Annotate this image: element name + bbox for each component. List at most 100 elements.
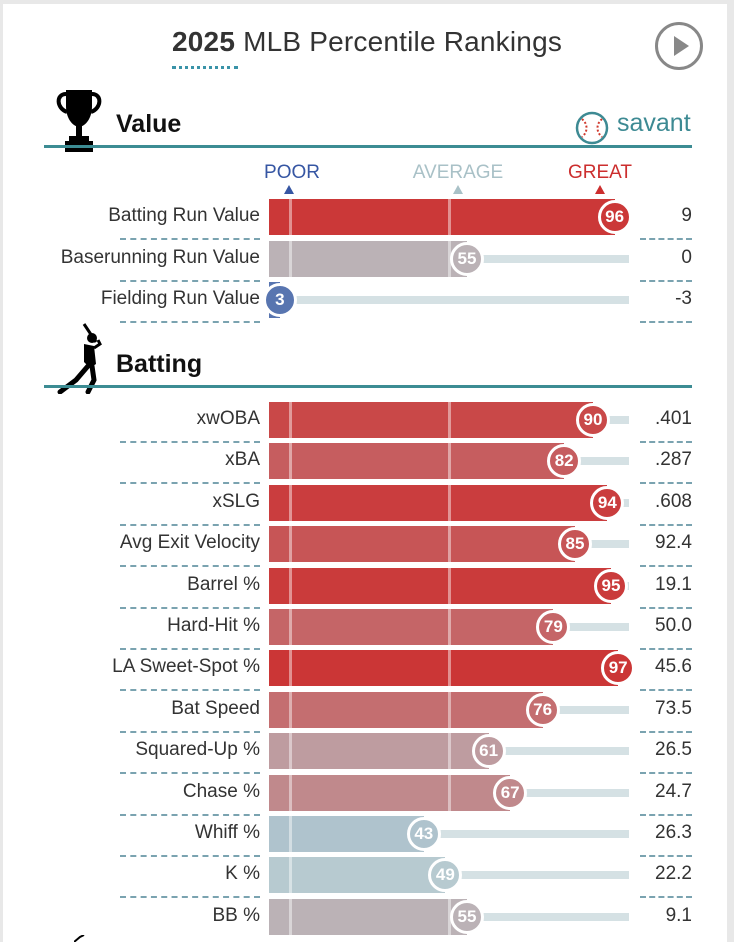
bar-track-baserunning-run-value	[467, 254, 629, 263]
frame-right	[727, 0, 734, 942]
metric-label-barrel: Barrel %	[187, 573, 260, 595]
percentile-badge-xwoba[interactable]: 90	[576, 403, 610, 437]
bar-squared-up[interactable]	[269, 733, 489, 770]
bar-whiff[interactable]	[269, 816, 424, 852]
value-divider-chase	[640, 813, 692, 816]
bar-track-k	[445, 871, 629, 880]
percentile-badge-bat-speed[interactable]: 76	[525, 692, 560, 727]
value-divider-bat-speed	[640, 730, 692, 733]
percentile-badge-baserunning-run-value[interactable]: 55	[450, 241, 484, 276]
percentile-badge-k[interactable]: 49	[428, 858, 463, 893]
row-divider-barrel	[120, 606, 260, 609]
gridline-chase-0	[289, 774, 292, 811]
bar-xwoba[interactable]	[269, 402, 593, 438]
value-divider-xwoba	[640, 441, 692, 443]
row-divider-whiff	[120, 855, 260, 857]
title-dropdown-indicator[interactable]	[172, 66, 238, 69]
percentile-badge-squared-up[interactable]: 61	[471, 734, 506, 769]
percentile-badge-chase[interactable]: 67	[493, 775, 528, 810]
scale-label-average: AVERAGE	[412, 162, 504, 183]
stat-value-xba: .287	[655, 449, 692, 471]
section-rule-value	[44, 145, 692, 148]
row-divider-xwoba	[120, 441, 260, 443]
bar-bb[interactable]	[269, 898, 467, 935]
stat-value-avg-exit-velocity: 92.4	[655, 532, 692, 554]
gridline-baserunning-run-value-0	[289, 240, 292, 277]
percentile-badge-bb[interactable]: 55	[450, 899, 484, 934]
stat-value-barrel: 19.1	[655, 573, 692, 595]
bar-chase[interactable]	[269, 774, 511, 811]
value-divider-hard-hit	[640, 648, 692, 650]
stat-value-bat-speed: 73.5	[655, 697, 692, 719]
poor-arrow-icon	[284, 185, 294, 194]
row-divider-xslg	[120, 523, 260, 526]
value-divider-fielding-run-value	[640, 321, 692, 323]
gridline-barrel-0	[289, 567, 292, 604]
stat-value-k: 22.2	[655, 863, 692, 885]
percentile-badge-la-sweet-spot[interactable]: 97	[601, 651, 636, 686]
metric-label-xwoba: xwOBA	[196, 408, 260, 429]
gridline-xba-1	[448, 443, 451, 480]
row-divider-xba	[120, 482, 260, 485]
percentile-badge-hard-hit[interactable]: 79	[536, 610, 571, 644]
bar-avg-exit-velocity[interactable]	[269, 526, 575, 563]
metric-label-baserunning-run-value: Baserunning Run Value	[60, 246, 260, 268]
gridline-la-sweet-spot-0	[289, 650, 292, 687]
great-arrow-icon	[595, 185, 605, 194]
value-divider-batting-run-value	[640, 238, 692, 240]
bar-la-sweet-spot[interactable]	[269, 650, 619, 687]
percentile-badge-barrel[interactable]: 95	[594, 568, 628, 603]
gridline-xba-0	[289, 443, 292, 480]
metric-label-bat-speed: Bat Speed	[171, 697, 260, 719]
stat-value-chase: 24.7	[655, 780, 692, 802]
bar-xba[interactable]	[269, 443, 565, 480]
stat-value-squared-up: 26.5	[655, 739, 692, 761]
gridline-baserunning-run-value-1	[448, 240, 451, 277]
row-divider-squared-up	[120, 772, 260, 775]
stat-value-fielding-run-value: -3	[675, 288, 692, 309]
gridline-hard-hit-1	[448, 609, 451, 645]
bar-track-avg-exit-velocity	[575, 540, 629, 549]
stat-value-baserunning-run-value: 0	[681, 246, 692, 268]
row-divider-baserunning-run-value	[120, 279, 260, 282]
bar-hard-hit[interactable]	[269, 609, 554, 645]
frame-top	[0, 0, 734, 4]
stat-value-bb: 9.1	[665, 904, 692, 926]
value-divider-avg-exit-velocity	[640, 565, 692, 568]
gridline-chase-1	[448, 774, 451, 811]
percentile-badge-fielding-run-value[interactable]: 3	[262, 283, 297, 317]
trophy-icon	[56, 90, 102, 152]
gridline-k-0	[289, 857, 292, 894]
bar-bat-speed[interactable]	[269, 691, 543, 728]
bar-batting-run-value[interactable]	[269, 199, 615, 235]
bar-baserunning-run-value[interactable]	[269, 240, 467, 277]
bar-track-squared-up	[488, 747, 629, 756]
percentile-badge-avg-exit-velocity[interactable]: 85	[558, 527, 592, 562]
value-divider-la-sweet-spot	[640, 689, 692, 692]
percentile-badge-xslg[interactable]: 94	[590, 485, 625, 520]
gridline-barrel-1	[448, 567, 451, 604]
metric-label-chase: Chase %	[182, 780, 260, 802]
metric-label-hard-hit: Hard-Hit %	[167, 615, 260, 636]
title-year: 2025	[172, 26, 236, 57]
stat-value-la-sweet-spot: 45.6	[655, 656, 692, 678]
value-divider-barrel	[640, 606, 692, 609]
percentile-badge-batting-run-value[interactable]: 96	[597, 200, 632, 234]
row-divider-chase	[120, 813, 260, 816]
scale-label-poor: POOR	[264, 162, 320, 183]
bar-track-bat-speed	[542, 705, 629, 714]
savant-label: savant	[617, 109, 691, 137]
stat-value-whiff: 26.3	[655, 822, 692, 843]
gridline-bat-speed-1	[448, 691, 451, 728]
row-divider-fielding-run-value	[120, 321, 260, 323]
gridline-la-sweet-spot-1	[448, 650, 451, 687]
metric-label-whiff: Whiff %	[194, 822, 260, 843]
section-rule-batting	[44, 385, 692, 388]
bar-k[interactable]	[269, 857, 446, 894]
percentile-badge-whiff[interactable]: 43	[406, 817, 441, 851]
bar-track-xba	[564, 457, 629, 466]
bar-xslg[interactable]	[269, 484, 608, 521]
play-button[interactable]	[655, 22, 703, 70]
bar-barrel[interactable]	[269, 567, 611, 604]
percentile-badge-xba[interactable]: 82	[547, 444, 582, 479]
